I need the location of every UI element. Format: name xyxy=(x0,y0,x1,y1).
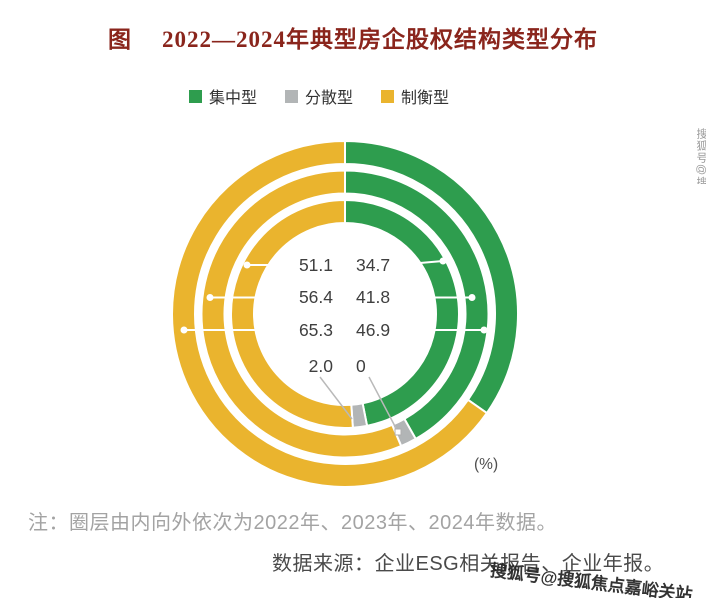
segment-2022-balanced xyxy=(230,199,354,429)
value-concentrated-2024: 34.7 xyxy=(356,254,391,275)
legend-swatch-balanced xyxy=(381,89,394,103)
value-concentrated-2022: 46.9 xyxy=(356,319,391,340)
segment-2024-balanced xyxy=(171,140,488,488)
value-balanced-2023: 56.4 xyxy=(298,287,333,307)
legend-swatch-concentrated xyxy=(188,89,202,103)
leader-square-marker xyxy=(394,428,402,436)
legend-label: 集中型 xyxy=(208,90,257,107)
data-source: 数据来源：企业ESG相关报告、企业年报。 xyxy=(272,553,665,575)
segment-2023-balanced xyxy=(200,169,403,459)
leader-dot xyxy=(180,326,188,334)
watermark-right-edge: 搜狐号@搜狐焦点嘉峪关站 xyxy=(693,128,706,184)
legend-swatch-dispersed xyxy=(284,89,298,103)
leader-dot xyxy=(439,257,447,265)
leader-dot xyxy=(206,294,214,301)
value-dispersed-2024: 0 xyxy=(356,355,366,376)
value-concentrated-2023: 41.8 xyxy=(356,287,391,307)
legend: 集中型 分散型 制衡型 xyxy=(0,84,672,108)
legend-item-dispersed: 分散型 xyxy=(284,84,353,108)
leader-line xyxy=(319,376,353,420)
leader-dot xyxy=(243,261,251,269)
title-prefix: 图 xyxy=(108,27,132,52)
footnote: 注：圈层由内向外依次为2022年、2023年、2024年数据。 xyxy=(28,512,557,534)
leader-line xyxy=(368,376,399,433)
value-balanced-2022: 51.1 xyxy=(298,254,333,275)
unit-label: (%) xyxy=(474,456,499,473)
watermark-right-edge-clip: 搜狐号@搜狐焦点嘉峪关站 xyxy=(693,128,706,184)
legend-item-concentrated: 集中型 xyxy=(188,84,257,108)
chart-title: 图 2022—2024年典型房企股权结构类型分布 xyxy=(0,20,706,54)
legend-item-balanced: 制衡型 xyxy=(381,84,449,108)
value-balanced-2024: 65.3 xyxy=(298,319,333,340)
leader-dot xyxy=(468,294,476,301)
legend-label: 分散型 xyxy=(304,90,353,107)
legend-label: 制衡型 xyxy=(401,90,450,107)
leader-dot xyxy=(480,326,488,334)
leader-line xyxy=(396,260,444,266)
value-dispersed-2022: 2.0 xyxy=(308,355,333,376)
title-main: 2022—2024年典型房企股权结构类型分布 xyxy=(162,27,598,52)
